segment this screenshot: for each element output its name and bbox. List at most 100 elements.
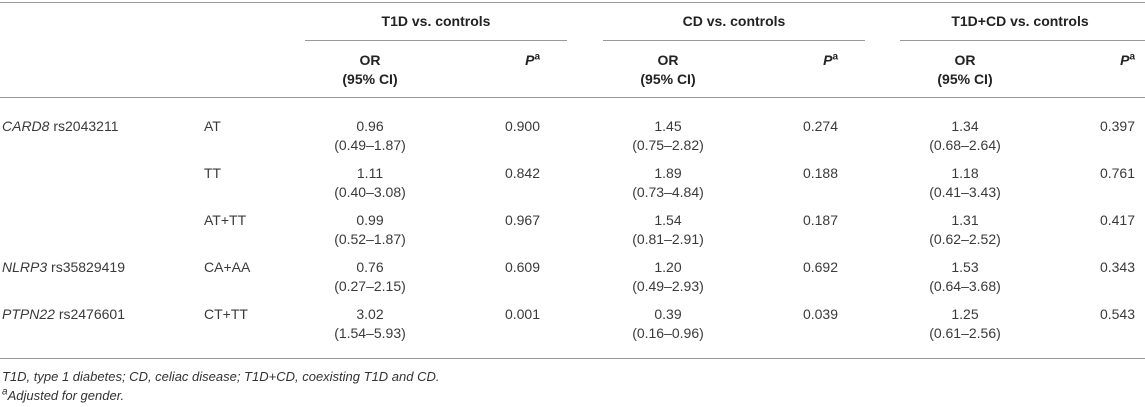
snp-id: rs2476601: [58, 306, 125, 322]
ci-value: (0.40–3.08): [334, 184, 406, 200]
or-ci-cd: 1.89 (0.73–4.84): [603, 164, 733, 202]
subheader-p: Pa: [738, 51, 838, 70]
or-label: OR: [657, 52, 679, 68]
or-ci-both: 1.53 (0.64–3.68): [900, 258, 1030, 296]
or-ci-t1d: 3.02 (1.54–5.93): [305, 305, 435, 343]
group-rule-t1d: [305, 40, 567, 41]
or-value: 1.45: [654, 118, 682, 134]
table-bottom-rule: [0, 358, 1145, 359]
genotype: TT: [204, 165, 222, 181]
p-value-t1d: 0.967: [504, 212, 540, 228]
or-ci-cd: 1.45 (0.75–2.82): [603, 117, 733, 155]
or-value: 1.18: [951, 165, 979, 181]
or-ci-both: 1.18 (0.41–3.43): [900, 164, 1030, 202]
footnote-a: aAdjusted for gender.: [2, 387, 124, 405]
p-value-cd: 0.039: [802, 306, 838, 322]
or-ci-t1d: 0.76 (0.27–2.15): [305, 258, 435, 296]
or-value: 1.11: [356, 165, 384, 181]
or-label: OR: [359, 52, 381, 68]
or-ci-both: 1.31 (0.62–2.52): [900, 211, 1030, 249]
or-ci-t1d: 0.96 (0.49–1.87): [305, 117, 435, 155]
gene-name: NLRP3: [2, 259, 48, 275]
ci-value: (0.49–1.87): [334, 137, 406, 153]
footnote-abbreviations: T1D, type 1 diabetes; CD, celiac disease…: [2, 369, 440, 384]
or-ci-t1d: 0.99 (0.52–1.87): [305, 211, 435, 249]
ci-value: (0.49–2.93): [632, 278, 704, 294]
group-rule-both: [900, 40, 1145, 41]
subheader-or: OR (95% CI): [900, 51, 1030, 89]
ci-value: (0.16–0.96): [632, 325, 704, 341]
header-bottom-rule: [0, 97, 1145, 98]
or-value: 1.25: [951, 306, 979, 322]
p-value-t1d: 0.001: [504, 306, 540, 322]
group-header-both: T1D+CD vs. controls: [951, 13, 1089, 29]
genotype: CT+TT: [204, 306, 248, 322]
p-value-t1d: 0.609: [504, 259, 540, 275]
p-label: P: [1120, 52, 1130, 68]
footnote-a-text: Adjusted for gender.: [7, 388, 125, 403]
p-value-cd: 0.187: [802, 212, 838, 228]
subheader-p: Pa: [1035, 51, 1135, 70]
group-rule-cd: [603, 40, 865, 41]
p-value-cd: 0.692: [802, 259, 838, 275]
ci-value: (0.75–2.82): [632, 137, 704, 153]
table-row-snp: PTPN22 rs2476601: [2, 305, 125, 324]
subheader-p: Pa: [440, 51, 540, 70]
or-value: 0.96: [356, 118, 384, 134]
or-label: OR: [954, 52, 976, 68]
or-value: 1.54: [654, 212, 682, 228]
ci-label: (95% CI): [640, 71, 696, 87]
ci-value: (1.54–5.93): [334, 325, 406, 341]
ci-value: (0.52–1.87): [334, 231, 406, 247]
p-value-both: 0.417: [1099, 212, 1135, 228]
ci-value: (0.27–2.15): [334, 278, 406, 294]
p-sup: a: [534, 51, 540, 63]
or-ci-t1d: 1.11 (0.40–3.08): [305, 164, 435, 202]
or-ci-cd: 0.39 (0.16–0.96): [603, 305, 733, 343]
top-rule: [0, 2, 1145, 3]
gene-name: CARD8: [2, 118, 50, 134]
genotype: AT+TT: [204, 212, 247, 228]
p-value-t1d: 0.842: [504, 165, 540, 181]
or-ci-cd: 1.54 (0.81–2.91): [603, 211, 733, 249]
ci-value: (0.64–3.68): [929, 278, 1001, 294]
table-row-snp: NLRP3 rs35829419: [2, 258, 125, 277]
or-ci-both: 1.25 (0.61–2.56): [900, 305, 1030, 343]
or-value: 1.53: [951, 259, 979, 275]
p-label: P: [525, 52, 535, 68]
or-value: 0.76: [356, 259, 384, 275]
p-value-t1d: 0.900: [504, 118, 540, 134]
ci-value: (0.73–4.84): [632, 184, 704, 200]
ci-value: (0.81–2.91): [632, 231, 704, 247]
group-header-t1d: T1D vs. controls: [381, 13, 491, 29]
ci-label: (95% CI): [937, 71, 993, 87]
genotype: CA+AA: [204, 259, 251, 275]
ci-value: (0.41–3.43): [929, 184, 1001, 200]
or-ci-both: 1.34 (0.68–2.64): [900, 117, 1030, 155]
or-value: 1.31: [951, 212, 979, 228]
p-value-both: 0.761: [1099, 165, 1135, 181]
p-sup: a: [832, 51, 838, 63]
ci-value: (0.68–2.64): [929, 137, 1001, 153]
snp-id: rs35829419: [51, 259, 125, 275]
or-value: 1.20: [654, 259, 682, 275]
p-sup: a: [1129, 51, 1135, 63]
ci-value: (0.62–2.52): [929, 231, 1001, 247]
or-value: 1.34: [951, 118, 979, 134]
or-value: 3.02: [356, 306, 384, 322]
p-value-both: 0.397: [1099, 118, 1135, 134]
or-value: 0.39: [654, 306, 682, 322]
or-value: 0.99: [356, 212, 384, 228]
table-row-snp: CARD8 rs2043211: [2, 117, 119, 136]
subheader-or: OR (95% CI): [603, 51, 733, 89]
gene-name: PTPN22: [2, 306, 55, 322]
subheader-or: OR (95% CI): [305, 51, 435, 89]
footnote-a-marker: a: [2, 386, 8, 398]
genotype: AT: [204, 118, 221, 134]
group-header-cd: CD vs. controls: [682, 13, 786, 29]
p-value-cd: 0.188: [802, 165, 838, 181]
or-value: 1.89: [654, 165, 682, 181]
or-ci-cd: 1.20 (0.49–2.93): [603, 258, 733, 296]
p-label: P: [823, 52, 833, 68]
p-value-both: 0.543: [1099, 306, 1135, 322]
